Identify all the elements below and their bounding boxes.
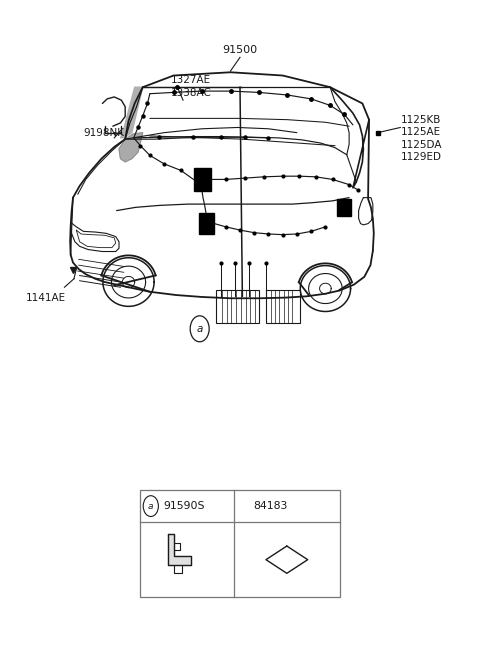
Text: a: a (196, 324, 203, 334)
Text: 1338AC: 1338AC (171, 88, 212, 98)
Polygon shape (120, 87, 143, 138)
Bar (140, 490, 340, 597)
Text: 1125DA: 1125DA (401, 140, 443, 149)
Polygon shape (119, 133, 143, 162)
Text: 9198NK: 9198NK (84, 128, 124, 138)
Text: 1327AE: 1327AE (171, 75, 211, 85)
Text: 1141AE: 1141AE (25, 293, 66, 303)
Text: a: a (148, 502, 154, 511)
Bar (199, 213, 215, 234)
Bar (193, 168, 211, 191)
Text: 1125KB: 1125KB (401, 115, 442, 125)
Bar (216, 290, 259, 323)
Text: 1129ED: 1129ED (401, 152, 442, 162)
Bar (337, 199, 351, 215)
Bar (266, 290, 300, 323)
Text: 84183: 84183 (253, 501, 288, 511)
Polygon shape (168, 534, 191, 565)
Text: 91590S: 91590S (163, 501, 204, 511)
Text: 1125AE: 1125AE (401, 127, 442, 137)
Text: 91500: 91500 (222, 45, 258, 55)
